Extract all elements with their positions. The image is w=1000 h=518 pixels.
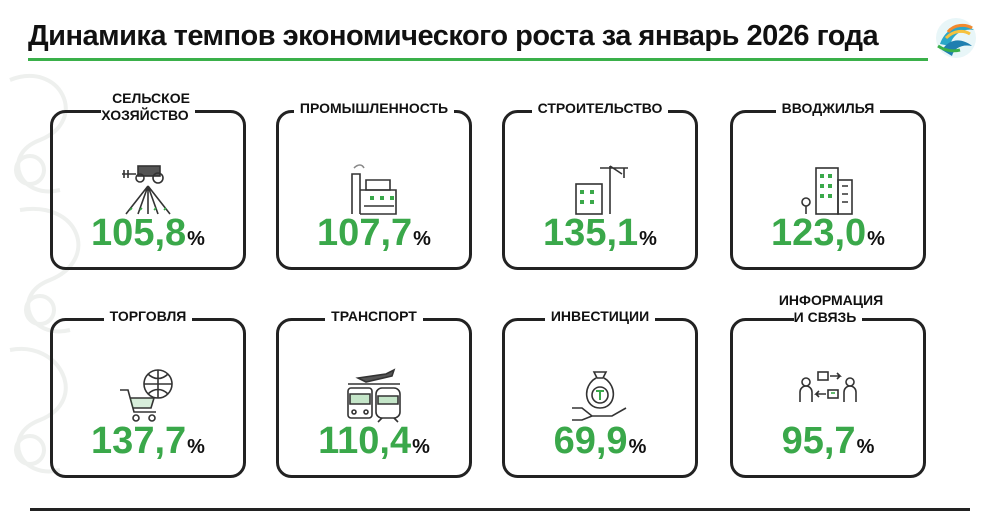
card-value: 107,7%: [317, 212, 431, 254]
card-trade: ТОРГОВЛЯ 137,7%: [50, 308, 246, 478]
card-construction: СТРОИТЕЛЬСТВО 135,1%: [502, 100, 698, 270]
card-housing: ВВОДЖИЛЬЯ 123,0%: [730, 100, 926, 270]
card-value: 137,7%: [91, 420, 205, 462]
card-title: ИНВЕСТИЦИИ: [502, 308, 698, 325]
card-value: 95,7%: [781, 420, 875, 462]
page-header: Динамика темпов экономического роста за …: [28, 16, 976, 61]
page-title: Динамика темпов экономического роста за …: [28, 20, 879, 52]
plane-bus-train-icon: [347, 368, 401, 423]
background-ornament: [9, 73, 81, 474]
factory-icon: [351, 164, 397, 215]
card-value: 123,0%: [771, 212, 885, 254]
card-value: 69,9%: [553, 420, 647, 462]
card-title: ВВОДЖИЛЬЯ: [730, 100, 926, 117]
money-bag-hand-icon: [572, 371, 627, 421]
card-title: ПРОМЫШЛЕННОСТЬ: [276, 100, 472, 117]
card-information-communication: ИНФОРМАЦИЯ И СВЯЗЬ 95,7%: [730, 292, 926, 478]
shopping-cart-globe-icon: [120, 369, 173, 422]
apartment-building-icon: [801, 167, 853, 215]
card-title: ИНФОРМАЦИЯ И СВЯЗЬ: [730, 292, 926, 326]
logo-icon: [936, 18, 976, 58]
tractor-field-icon: [122, 165, 171, 215]
card-investments: ИНВЕСТИЦИИ 69,9%: [502, 308, 698, 478]
card-title: СТРОИТЕЛЬСТВО: [502, 100, 698, 117]
card-value: 105,8%: [91, 212, 205, 254]
crane-building-icon: [575, 165, 628, 215]
card-title: СЕЛЬСКОЕ ХОЗЯЙСТВО: [50, 90, 246, 124]
title-underline: [28, 58, 928, 61]
footer-divider: [30, 508, 970, 511]
people-exchange-icon: [799, 371, 857, 402]
card-title: ТОРГОВЛЯ: [50, 308, 246, 325]
card-industry: ПРОМЫШЛЕННОСТЬ 107,7%: [276, 100, 472, 270]
card-agriculture: СЕЛЬСКОЕ ХОЗЯЙСТВО 105,8%: [50, 90, 246, 270]
card-transport: ТРАНСПОРТ 110,4%: [276, 308, 472, 478]
card-value: 135,1%: [543, 212, 657, 254]
card-title: ТРАНСПОРТ: [276, 308, 472, 325]
card-value: 110,4%: [318, 420, 430, 462]
